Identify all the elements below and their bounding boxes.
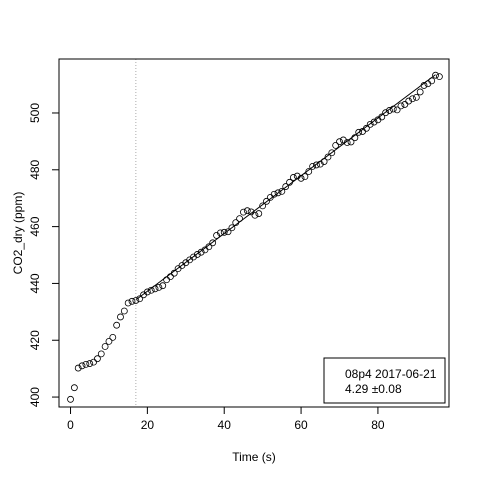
data-point (259, 202, 267, 210)
data-point (386, 107, 393, 114)
y-tick-label: 440 (28, 273, 42, 293)
data-point (313, 161, 320, 169)
y-tick-label: 500 (28, 103, 42, 123)
data-point (113, 321, 121, 329)
legend: 08p4 2017-06-21 4.29 ±0.08 (323, 357, 446, 404)
y-tick-label: 420 (28, 330, 42, 350)
data-point (282, 183, 290, 190)
data-point (416, 88, 424, 96)
data-point (251, 211, 259, 219)
legend-line-2: 4.29 ±0.08 (345, 382, 402, 396)
data-point (412, 93, 420, 101)
y-tick-label: 400 (28, 387, 42, 407)
legend-line-1: 08p4 2017-06-21 (345, 367, 437, 381)
data-point (224, 228, 232, 236)
data-point (405, 97, 413, 105)
x-tick-label: 80 (371, 418, 385, 432)
y-axis-label: CO2_dry (ppm) (11, 192, 25, 275)
data-point (247, 208, 255, 216)
data-point (435, 73, 443, 81)
data-point (90, 358, 97, 366)
data-point (78, 362, 86, 370)
data-point (309, 162, 317, 170)
y-axis: 400 420 440 460 480 500 (28, 103, 60, 407)
data-point (228, 224, 236, 232)
data-point (409, 95, 416, 103)
y-tick-label: 480 (28, 159, 42, 179)
legend-box (323, 357, 446, 404)
fit-line (135, 74, 436, 301)
x-tick-label: 60 (294, 418, 308, 432)
data-point (240, 208, 247, 216)
data-point (67, 395, 74, 403)
data-point (328, 149, 336, 157)
data-points (67, 71, 443, 403)
data-point (370, 118, 378, 126)
data-point (101, 343, 109, 350)
data-point (301, 173, 309, 181)
data-point (82, 360, 90, 368)
data-point (155, 283, 163, 291)
data-point (305, 168, 313, 175)
data-point (132, 297, 140, 304)
y-tick-label: 460 (28, 216, 42, 236)
data-point (70, 384, 78, 392)
data-point (209, 239, 217, 247)
data-point (243, 207, 251, 215)
plot-frame (58, 58, 450, 408)
data-point (128, 297, 136, 305)
data-point (401, 101, 409, 108)
x-tick-label: 20 (141, 418, 155, 432)
data-point (382, 109, 390, 117)
data-point (163, 276, 170, 284)
data-point (274, 189, 282, 197)
data-point (120, 307, 128, 315)
data-point (124, 299, 132, 307)
data-point (86, 360, 94, 367)
data-point (343, 139, 351, 146)
data-point (278, 187, 286, 195)
data-point (324, 153, 332, 161)
data-point (105, 337, 113, 345)
data-point (336, 138, 343, 146)
data-point (159, 282, 167, 290)
x-axis: 0 20 40 60 80 (67, 406, 385, 432)
data-point (393, 106, 401, 114)
data-point (355, 128, 363, 136)
data-point (97, 350, 105, 358)
data-point (193, 251, 201, 258)
x-axis-label: Time (s) (232, 450, 276, 464)
data-point (263, 197, 270, 205)
data-point (289, 174, 297, 181)
data-point (332, 141, 340, 149)
data-point (143, 288, 151, 296)
data-point (432, 71, 439, 79)
data-point (197, 248, 205, 256)
data-point (347, 138, 355, 146)
data-point (117, 313, 124, 321)
data-point (255, 210, 263, 217)
x-tick-label: 0 (67, 418, 74, 432)
data-point (94, 355, 101, 363)
data-point (397, 102, 405, 110)
data-point (220, 228, 228, 236)
data-point (109, 333, 117, 341)
data-point (74, 364, 82, 372)
x-tick-label: 40 (218, 418, 232, 432)
data-point (366, 120, 374, 128)
